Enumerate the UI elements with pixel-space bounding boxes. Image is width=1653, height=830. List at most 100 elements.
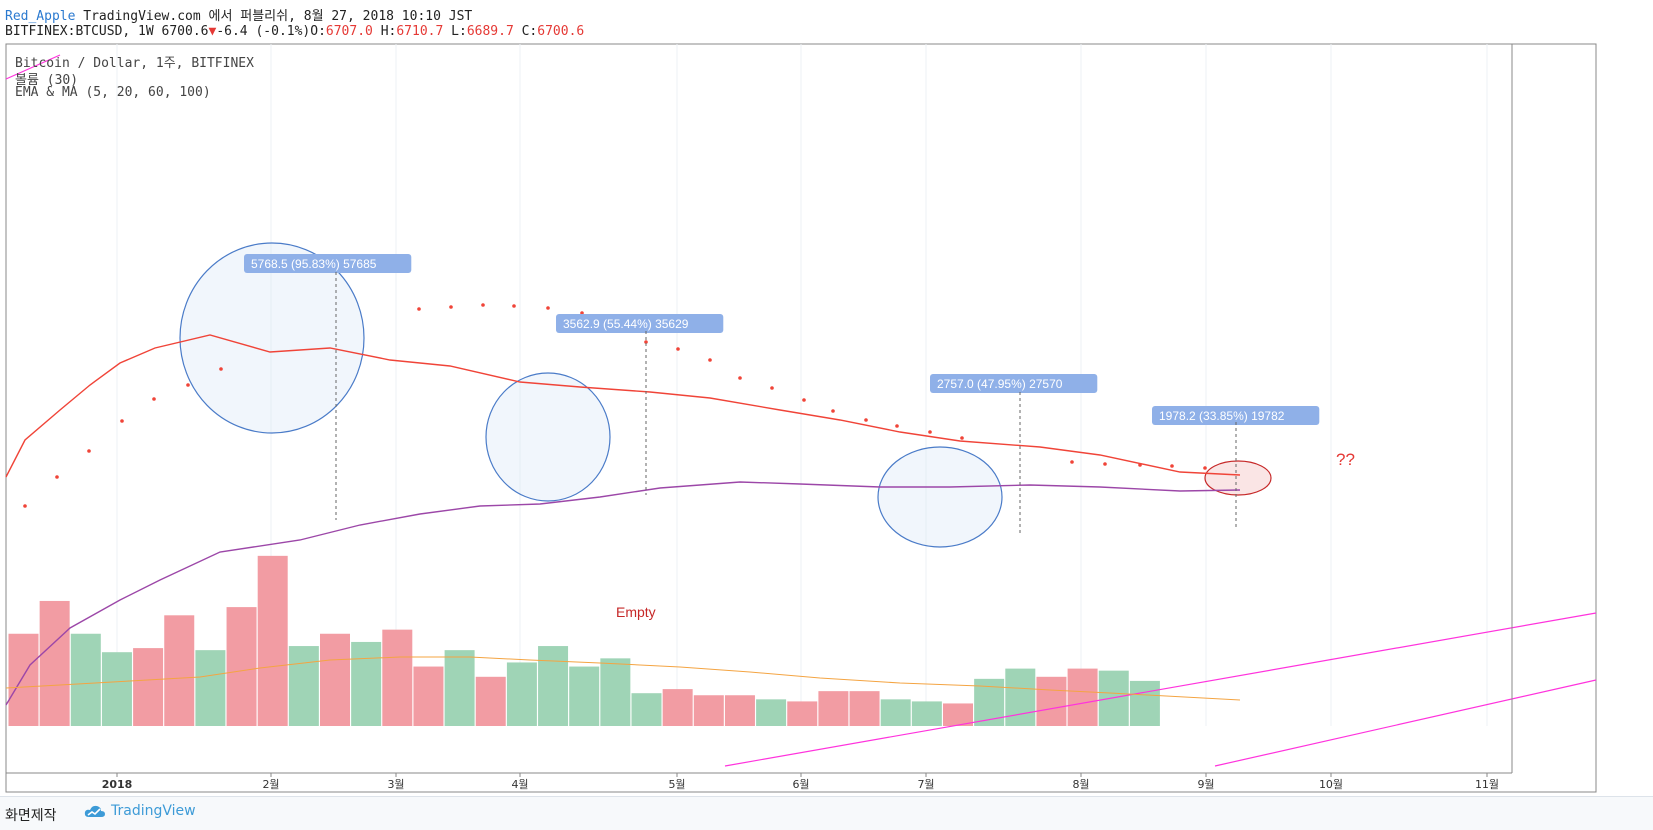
volume-ma-line — [5, 656, 1241, 701]
volume-bar — [569, 666, 600, 726]
sar-dot — [738, 376, 742, 380]
volume-bar — [911, 701, 942, 726]
tradingview-brand[interactable]: TradingView — [84, 803, 196, 819]
volume-bar — [1098, 670, 1129, 726]
sar-dot — [1103, 462, 1107, 466]
sar-dot — [928, 430, 932, 434]
change-value: -6.4 (-0.1%) — [216, 24, 311, 39]
volume-bar — [880, 699, 911, 726]
volume-bar — [756, 699, 787, 726]
volume-bar — [226, 607, 257, 726]
open-label: O: — [310, 24, 326, 39]
volume-bar — [133, 648, 164, 726]
sar-dot — [831, 409, 835, 413]
publish-line: Red_Apple TradingView.com 에서 퍼블리쉬, 8월 27… — [5, 5, 472, 24]
brand-label: TradingView — [111, 803, 196, 819]
time-tick-label: 10월 — [1319, 778, 1343, 791]
volume-bar — [1005, 668, 1036, 726]
chart-header: Red_Apple TradingView.com 에서 퍼블리쉬, 8월 27… — [0, 0, 1653, 44]
time-tick-label: 11월 — [1475, 778, 1499, 791]
question-annotation: ?? — [1336, 450, 1355, 469]
sar-dot — [152, 397, 156, 401]
time-tick-label: 8월 — [1072, 778, 1089, 791]
magenta-trendline — [5, 54, 61, 80]
author-link[interactable]: Red_Apple — [5, 9, 76, 24]
sar-dot — [449, 305, 453, 309]
price-axis: 21000.019000.017000.015000.013500.012300… — [1511, 44, 1513, 773]
volume-bar — [1129, 680, 1160, 726]
moving-averages — [5, 303, 1241, 706]
sar-dot — [219, 367, 223, 371]
publish-info: TradingView.com 에서 퍼블리쉬, 8월 27, 2018 10:… — [75, 9, 473, 24]
sar-dot — [1170, 464, 1174, 468]
volume-bars — [8, 555, 1160, 726]
time-tick-label: 7월 — [917, 778, 934, 791]
volume-bar — [787, 701, 818, 726]
sar-dot — [87, 449, 91, 453]
high-value: 6710.7 — [396, 24, 444, 39]
sar-dot — [676, 347, 680, 351]
time-tick-label: 5월 — [668, 778, 685, 791]
volume-bar — [70, 633, 101, 726]
ma-line-purple — [5, 481, 1241, 706]
measurement-label: 2757.0 (47.95%) 27570 — [937, 377, 1063, 391]
magenta-trendline — [724, 612, 1597, 767]
volume-bar — [849, 691, 880, 726]
sar-dot — [802, 398, 806, 402]
sar-dot — [1138, 463, 1142, 467]
measurement-label: 5768.5 (95.83%) 57685 — [251, 257, 377, 271]
low-label: L: — [451, 24, 467, 39]
volume-bar — [538, 646, 569, 726]
volume-bar — [39, 600, 70, 726]
measurement-box — [556, 314, 724, 333]
measurement-box — [244, 254, 412, 273]
volume-bar — [1036, 676, 1067, 726]
legend-volume: 볼륨 (30) — [15, 73, 79, 88]
symbol-info: BITFINEX:BTCUSD, 1W 6700.6 — [5, 24, 209, 39]
measurement-box — [1152, 406, 1320, 425]
close-value: 6700.6 — [537, 24, 585, 39]
sar-dot — [55, 475, 59, 479]
volume-bar — [164, 615, 195, 726]
open-value: 6707.0 — [325, 24, 373, 39]
sar-dot — [580, 311, 584, 315]
sar-dot — [120, 419, 124, 423]
sar-dot — [417, 307, 421, 311]
time-tick-label: 2018 — [102, 778, 133, 791]
footer-credit: 화면제작 — [5, 808, 57, 824]
volume-bar — [444, 650, 475, 726]
price-chart[interactable]: 5768.5 (95.83%) 57685 3562.9 (55.44%) 356… — [0, 0, 1653, 796]
volume-bar — [8, 633, 39, 726]
low-value: 6689.7 — [466, 24, 514, 39]
sar-dot — [546, 306, 550, 310]
volume-bar — [1067, 668, 1098, 726]
time-tick-label: 2월 — [262, 778, 279, 791]
time-tick-label: 9월 — [1197, 778, 1214, 791]
volume-bar — [818, 691, 849, 726]
sar-dot — [644, 340, 648, 344]
sar-dot — [23, 504, 27, 508]
volume-bar — [413, 666, 444, 726]
sar-dot — [895, 424, 899, 428]
legend-ema-ma: EMA & MA (5, 20, 60, 100) — [15, 85, 211, 100]
time-tick-label: 3월 — [387, 778, 404, 791]
sar-dot — [1203, 466, 1207, 470]
sar-dot — [770, 386, 774, 390]
time-axis: 2018 2월 3월 4월 5월 6월 7월 8월 9월 10월 11월 — [6, 772, 1512, 791]
time-tick-label: 6월 — [792, 778, 809, 791]
volume-bar — [631, 693, 662, 726]
empty-annotation: Empty — [616, 604, 656, 620]
close-label: C: — [521, 24, 538, 39]
volume-bar — [195, 650, 226, 726]
time-tick-label: 4월 — [511, 778, 528, 791]
volume-bar — [351, 641, 382, 726]
ohlc-line: BITFINEX:BTCUSD, 1W 6700.6▼-6.4 (-0.1%)O… — [5, 24, 584, 39]
sar-dot — [1070, 460, 1074, 464]
high-label: H: — [380, 24, 397, 39]
sar-dot — [481, 303, 485, 307]
cloud-icon — [84, 805, 105, 817]
volume-bar — [475, 676, 506, 726]
drawings-back — [5, 54, 1597, 767]
circle-annotation — [877, 446, 1003, 548]
sar-dot — [186, 383, 190, 387]
